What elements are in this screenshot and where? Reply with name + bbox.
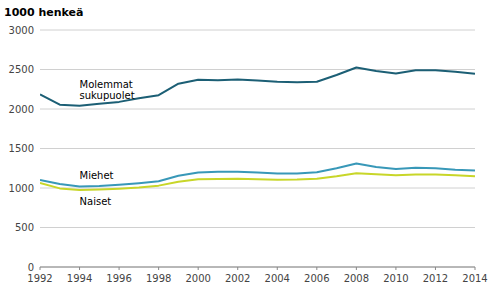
x-tick-label: 2002 [225,273,250,284]
x-tick [316,267,317,270]
x-tick-label: 2004 [265,273,290,284]
x-tick-label: 1998 [146,273,171,284]
lines [40,68,475,190]
x-tick [79,267,80,270]
grid-line [40,69,475,70]
chart: 0 500 1000 1500 2000 2500 3000 1992 1994 1996 1998… [0,0,491,291]
x-tick [198,267,199,270]
x-tick-label: 2000 [185,273,210,284]
series-line [40,68,475,106]
y-tick-label: 1000 [9,183,34,194]
y-tick-label: 2500 [9,64,34,75]
x-tick-label: 1992 [27,273,52,284]
x-tick-label: 2010 [383,273,408,284]
x-tick-label: 2014 [462,273,487,284]
y-tick-label: 2000 [9,104,34,115]
x-tick [475,267,476,270]
x-axis-line [40,267,475,268]
x-tick-label: 2008 [344,273,369,284]
grid-line [40,109,475,110]
x-tick-label: 2012 [423,273,448,284]
x-tick [356,267,357,270]
grid-line [40,267,475,268]
y-tick-label: 3000 [9,25,34,36]
grid-line [40,30,475,31]
y-tick-label: 0 [28,262,34,273]
x-tick [40,267,41,270]
x-tick [395,267,396,270]
x-tick-label: 1996 [106,273,131,284]
y-axis-label: 1000 henkeä [4,6,83,19]
series-label: Miehet [80,170,114,181]
y-tick-label: 500 [15,222,34,233]
grid [40,30,475,267]
x-tick-label: 2006 [304,273,329,284]
x-tick [435,267,436,270]
x-tick [119,267,120,270]
series-label: Naiset [80,196,112,207]
y-tick-label: 1500 [9,143,34,154]
x-tick [158,267,159,270]
x-tick-label: 1994 [67,273,92,284]
x-tick [237,267,238,270]
x-tick [277,267,278,270]
series-label: Molemmatsukupuolet [80,79,135,101]
grid-line [40,148,475,149]
grid-line [40,227,475,228]
